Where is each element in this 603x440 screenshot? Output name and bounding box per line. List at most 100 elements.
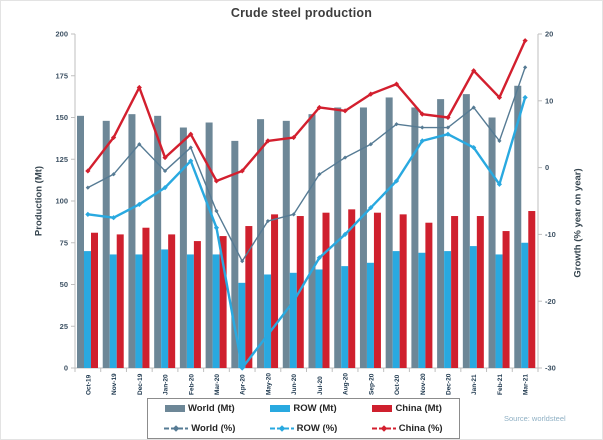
x-tick-label: Feb-21 <box>497 374 504 395</box>
marker <box>239 365 245 371</box>
legend-item-row-mt-: ROW (Mt) <box>270 403 337 415</box>
marker <box>291 212 296 217</box>
bar <box>135 254 143 368</box>
bar <box>289 272 297 368</box>
bar <box>212 254 220 368</box>
bar <box>91 232 98 368</box>
bar-swatch-icon <box>270 405 291 413</box>
marker <box>342 155 348 160</box>
bar <box>154 115 162 368</box>
bar <box>521 242 529 368</box>
legend-item-row-: ROW (%) <box>269 422 338 434</box>
right-tick-label: -30 <box>545 364 556 373</box>
left-tick-label: 25 <box>60 322 68 331</box>
bar <box>161 249 169 368</box>
marker <box>85 211 91 217</box>
marker <box>213 178 220 184</box>
marker <box>368 205 374 211</box>
x-tick-label: Apr-20 <box>240 374 247 395</box>
bar <box>205 122 213 368</box>
bar <box>264 274 272 368</box>
marker <box>213 225 220 231</box>
left-tick-label: 75 <box>60 238 68 247</box>
bar <box>359 107 367 368</box>
marker <box>368 142 373 147</box>
right-tick-label: 20 <box>545 30 553 39</box>
bar <box>308 114 316 368</box>
legend-label: ROW (Mt) <box>293 403 337 415</box>
line-swatch-icon <box>164 424 189 433</box>
legend-label: ROW (%) <box>296 422 338 434</box>
marker <box>471 144 477 151</box>
legend-label: China (Mt) <box>395 403 442 415</box>
left-tick-label: 200 <box>55 30 68 39</box>
bar <box>282 120 290 368</box>
bar <box>84 251 91 368</box>
bars-world-mt- <box>77 85 522 369</box>
marker <box>522 38 528 44</box>
marker <box>85 168 91 174</box>
bar <box>142 227 150 368</box>
marker <box>471 105 476 110</box>
marker <box>419 138 425 144</box>
line-swatch-icon <box>371 424 396 433</box>
x-tick-label: Mar-21 <box>523 374 530 395</box>
marker <box>523 65 528 70</box>
x-tick-label: Dec-20 <box>445 373 452 395</box>
x-tick-label: May-20 <box>265 373 272 395</box>
bar <box>322 212 330 368</box>
marker <box>471 68 477 74</box>
chart-title: Crude steel production <box>230 6 373 20</box>
x-tick-label: Oct-19 <box>85 374 92 395</box>
right-tick-label: 10 <box>545 96 553 105</box>
x-tick-label: Nov-19 <box>111 373 118 395</box>
left-tick-label: 125 <box>55 155 68 164</box>
series-line <box>86 40 527 183</box>
marker <box>239 168 245 174</box>
x-tick-label: Jan-21 <box>471 374 478 395</box>
x-tick-label: Feb-20 <box>188 374 195 395</box>
left-tick-label: 100 <box>55 197 68 206</box>
bar <box>476 216 484 368</box>
marker <box>445 125 451 130</box>
series-line <box>87 67 526 262</box>
x-tick-label: Jan-20 <box>163 374 170 395</box>
bar <box>385 97 393 369</box>
bar <box>348 209 356 368</box>
bar <box>102 120 110 368</box>
bar <box>451 216 459 368</box>
legend-item-china-mt-: China (Mt) <box>372 403 442 415</box>
marker <box>522 94 528 101</box>
marker <box>445 131 451 137</box>
bar <box>495 254 503 368</box>
bar <box>219 236 227 368</box>
marker <box>445 114 451 121</box>
marker <box>136 84 142 91</box>
x-tick-label: Dec-19 <box>137 373 144 395</box>
x-tick-label: Mar-20 <box>214 374 221 395</box>
marker <box>85 185 90 190</box>
marker <box>393 178 400 184</box>
marker <box>188 158 194 164</box>
bar <box>366 262 374 368</box>
bar <box>399 214 407 368</box>
marker <box>342 231 348 237</box>
marker <box>188 145 193 150</box>
marker <box>497 138 502 143</box>
marker <box>496 94 503 101</box>
marker <box>419 111 425 117</box>
marker <box>111 172 116 177</box>
bar <box>444 251 452 368</box>
bar <box>231 140 239 368</box>
left-tick-label: 50 <box>60 280 68 289</box>
bar <box>502 231 510 368</box>
marker <box>496 181 503 187</box>
bar <box>193 241 201 368</box>
bar <box>514 85 522 369</box>
bar <box>245 226 253 368</box>
bar <box>271 214 279 368</box>
line-world- <box>85 65 528 264</box>
marker <box>110 134 117 141</box>
